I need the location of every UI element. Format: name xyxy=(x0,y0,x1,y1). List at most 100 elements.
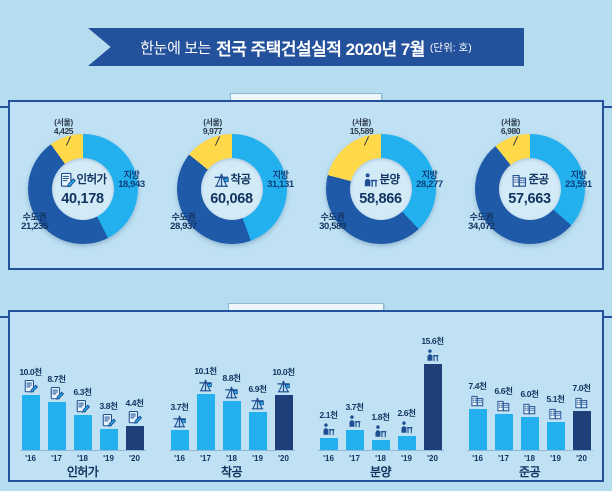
bar-rect[interactable] xyxy=(468,409,487,450)
bar-year-label: '16 xyxy=(174,454,185,463)
bar-value-label: 10.0천 xyxy=(19,367,42,377)
bar-year-label: '18 xyxy=(77,454,88,463)
title-lead: 한눈에 보는 xyxy=(140,39,212,57)
donut-total: 58,866 xyxy=(359,190,402,207)
bar-year-row: '16 '17 '18 '19 '20 xyxy=(457,454,603,463)
bar-rect[interactable] xyxy=(125,426,144,450)
bar-rect[interactable] xyxy=(397,436,416,450)
bar-item[interactable]: 4.4천 xyxy=(125,332,144,450)
building-icon xyxy=(549,408,562,420)
crane-icon xyxy=(213,173,229,187)
donut-label-local: 지방 31,131 xyxy=(267,170,294,191)
bar-item[interactable]: 1.8천 xyxy=(371,332,390,450)
bar-value-label: 3.7천 xyxy=(170,402,189,412)
bar-item[interactable]: 3.8천 xyxy=(99,332,118,450)
bar-group-name: 착공 xyxy=(221,465,242,479)
bar-value-label: 5.1천 xyxy=(546,394,565,404)
bar-value-label: 1.8천 xyxy=(371,412,390,422)
bar-item[interactable]: 10.1천 xyxy=(194,332,217,450)
donut-label-metro: 수도권 21,235 xyxy=(21,212,48,233)
donut-stage-name: 착공 xyxy=(230,173,252,186)
bar-value-label: 3.8천 xyxy=(99,401,118,411)
bar-baseline xyxy=(466,450,593,451)
bar-item[interactable]: 7.4천 xyxy=(468,332,487,450)
title-ribbon: 한눈에 보는 전국 주택건설실적 2020년 7월 (단위: 호) xyxy=(88,28,528,70)
donut-label-seoul: (서울) 15,589 xyxy=(349,118,374,137)
crane-icon xyxy=(251,397,264,410)
bar-item[interactable]: 5.1천 xyxy=(546,332,565,450)
bar-value-label: 10.0천 xyxy=(272,367,295,377)
bar-stack: 3.7천 10.1천 8.8천 xyxy=(159,332,305,450)
bar-year-label: '19 xyxy=(103,454,114,463)
bar-value-label: 4.4천 xyxy=(125,398,144,408)
donut-stage-name: 인허가 xyxy=(76,173,108,186)
bar-rect[interactable] xyxy=(73,415,92,450)
bar-year-label: '16 xyxy=(472,454,483,463)
bar-rect[interactable] xyxy=(319,438,338,450)
bar-item[interactable]: 10.0천 xyxy=(19,332,42,450)
bar-year-label: '19 xyxy=(550,454,561,463)
bar-year-label: '17 xyxy=(349,454,360,463)
page-title: 전국 주택건설실적 2020년 7월 xyxy=(216,39,425,59)
sales-desk-icon xyxy=(364,173,377,187)
bar-rect[interactable] xyxy=(99,429,118,450)
bar-item[interactable]: 8.8천 xyxy=(222,332,241,450)
bar-value-label: 7.4천 xyxy=(468,381,487,391)
bar-rect[interactable] xyxy=(520,417,539,450)
bar-item[interactable]: 10.0천 xyxy=(272,332,295,450)
bar-rect[interactable] xyxy=(494,414,513,450)
bar-baseline xyxy=(168,450,295,451)
sales-desk-icon xyxy=(427,349,439,362)
bar-rect[interactable] xyxy=(423,364,442,450)
donut-준공 xyxy=(474,134,585,244)
bar-year-label: '19 xyxy=(252,454,263,463)
bar-stack: 10.0천 8.7천 6.3천 3.8천 xyxy=(10,332,156,450)
bar-year-label: '18 xyxy=(226,454,237,463)
bar-group-name: 분양 xyxy=(370,465,391,479)
bar-rect[interactable] xyxy=(21,395,40,450)
bar-item[interactable]: 2.1천 xyxy=(319,332,338,450)
bar-item[interactable]: 6.0천 xyxy=(520,332,539,450)
bar-item[interactable]: 8.7천 xyxy=(47,332,66,450)
bar-item[interactable]: 15.6천 xyxy=(421,332,444,450)
bar-item[interactable]: 6.3천 xyxy=(73,332,92,450)
bar-group-name: 인허가 xyxy=(66,465,99,479)
bar-rect[interactable] xyxy=(170,430,189,450)
donut-착공 xyxy=(176,134,287,244)
bar-rect[interactable] xyxy=(196,394,215,450)
bar-year-label: '16 xyxy=(323,454,334,463)
bar-item[interactable]: 3.7천 xyxy=(170,332,189,450)
bar-rect[interactable] xyxy=(546,422,565,450)
donut-label-metro: 수도권 30,589 xyxy=(319,212,346,233)
bar-rect[interactable] xyxy=(371,440,390,450)
bar-rect[interactable] xyxy=(274,395,293,450)
bar-value-label: 8.7천 xyxy=(47,374,66,384)
bar-group-name: 준공 xyxy=(519,465,540,479)
bar-rect[interactable] xyxy=(345,430,364,450)
bar-rect[interactable] xyxy=(248,412,267,450)
donut-label-metro: 수도권 34,072 xyxy=(468,212,495,233)
bar-item[interactable]: 2.6천 xyxy=(397,332,416,450)
title-unit: (단위: 호) xyxy=(429,41,472,54)
bar-year-label: '17 xyxy=(51,454,62,463)
bar-rect[interactable] xyxy=(572,411,591,450)
donut-label-seoul: (서울) 4,425 xyxy=(53,118,74,137)
bar-rect[interactable] xyxy=(222,401,241,450)
building-icon xyxy=(523,403,536,415)
bar-rect[interactable] xyxy=(47,402,66,450)
bar-item[interactable]: 6.9천 xyxy=(248,332,267,450)
bar-year-label: '16 xyxy=(25,454,36,463)
donut-label-seoul: (서울) 9,977 xyxy=(202,118,223,137)
bar-value-label: 7.0천 xyxy=(572,383,591,393)
donut-cell: 착공 60,068 지방 31,131 수도권 28,937 (서울) 9,977 xyxy=(159,108,305,264)
bar-value-label: 6.3천 xyxy=(73,387,92,397)
building-icon xyxy=(471,395,484,407)
bar-item[interactable]: 6.6천 xyxy=(494,332,513,450)
donut-total: 40,178 xyxy=(61,190,104,207)
bar-item[interactable]: 3.7천 xyxy=(345,332,364,450)
bar-item[interactable]: 7.0천 xyxy=(572,332,591,450)
donut-center-분양: 분양 58,866 xyxy=(350,172,412,207)
donut-stage-name: 준공 xyxy=(528,173,550,186)
bar-year-row: '16 '17 '18 '19 '20 xyxy=(308,454,454,463)
